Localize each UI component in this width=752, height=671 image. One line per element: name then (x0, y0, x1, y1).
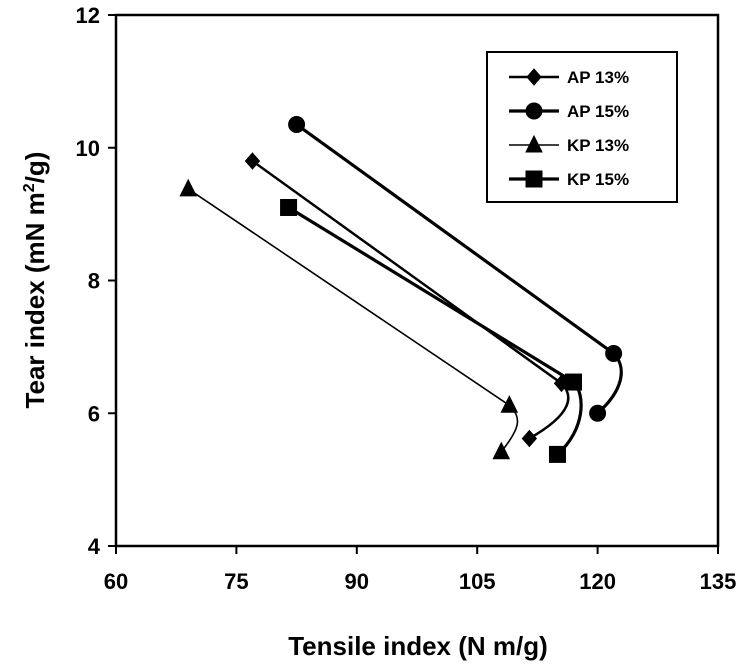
series-kp-15- (280, 198, 583, 463)
y-axis-title: Tear index (mN m2/g) (20, 152, 50, 409)
x-axis-title: Tensile index (N m/g) (288, 631, 548, 661)
legend-marker-diamond (526, 68, 542, 86)
data-point-diamond (244, 152, 261, 170)
data-point-square (565, 373, 583, 391)
y-axis-title-superscript: 2 (21, 183, 38, 192)
data-point-triangle (492, 441, 511, 460)
y-axis-title-tail: /g) (20, 152, 50, 184)
legend-marker-circle (525, 102, 543, 120)
legend-item: KP 13% (509, 134, 629, 155)
data-point-triangle (179, 178, 198, 197)
legend: AP 13% AP 15% KP 13% KP 15% (486, 51, 678, 203)
legend-label: KP 15% (567, 170, 629, 189)
x-tick-label: 90 (345, 569, 369, 594)
legend-item: AP 15% (509, 102, 629, 121)
series-line (287, 206, 583, 456)
legend-label: AP 13% (567, 68, 629, 87)
data-point-diamond (521, 429, 538, 448)
x-tick-label: 60 (104, 569, 128, 594)
legend-marker-square (525, 170, 543, 188)
legend-item: KP 15% (509, 170, 629, 189)
x-tick-label: 75 (224, 569, 248, 594)
data-point-circle (589, 404, 607, 422)
series-ap-13- (244, 152, 570, 448)
legend-label: KP 13% (567, 136, 629, 155)
y-tick-label: 4 (88, 534, 101, 559)
data-point-circle (605, 345, 623, 363)
data-point-square (548, 445, 566, 463)
series-line (187, 188, 519, 453)
plot-area (179, 116, 623, 463)
axes: 60 75 90 105 120 135 4 6 8 10 12 (76, 3, 737, 594)
y-axis-title-main: Tear index (mN m (20, 192, 50, 408)
y-tick-label: 6 (88, 401, 100, 426)
data-point-square (280, 198, 298, 216)
x-tick-label: 120 (579, 569, 616, 594)
y-tick-label: 10 (76, 136, 100, 161)
series-kp-13- (179, 178, 519, 460)
data-point-triangle (500, 395, 519, 413)
x-tick-label: 105 (459, 569, 496, 594)
legend-marker-triangle (525, 134, 543, 153)
legend-item: AP 13% (509, 68, 629, 87)
x-tick-label: 135 (700, 569, 737, 594)
y-tick-label: 12 (76, 3, 100, 28)
legend-label: AP 15% (567, 102, 629, 121)
data-point-circle (288, 116, 306, 134)
y-tick-label: 8 (88, 269, 100, 294)
series-ap-15- (288, 116, 623, 422)
